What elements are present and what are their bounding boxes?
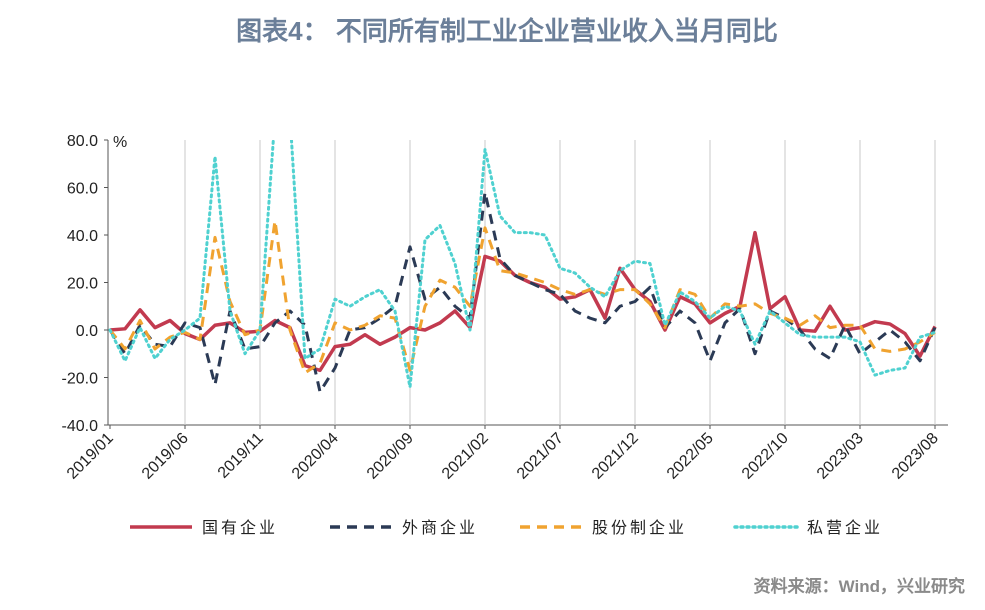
series-line: [109, 230, 937, 373]
y-tick-label: 0.0: [76, 323, 98, 340]
legend-label: 国有企业: [202, 519, 278, 537]
plot-lines: [108, 140, 937, 394]
y-tick-label: 80.0: [67, 133, 98, 150]
y-tick-label: 60.0: [67, 181, 98, 198]
x-tick-label: 2020/09: [364, 430, 417, 483]
x-tick-label: 2022/10: [739, 430, 792, 483]
x-tick-label: 2021/12: [589, 430, 642, 483]
series-line: [108, 219, 936, 375]
y-tick-label: -40.0: [62, 418, 99, 435]
chart-title: 图表4： 不同所有制工业企业营业收入当月同比: [236, 16, 778, 46]
y-tick-label: 40.0: [67, 228, 98, 245]
x-tick-label: 2021/02: [439, 430, 492, 483]
x-tick-label: 2021/07: [514, 430, 567, 483]
legend-label: 外商企业: [402, 519, 478, 537]
series-line: [108, 140, 937, 389]
x-tick-label: 2019/11: [215, 430, 267, 482]
x-tick-label: 2020/04: [289, 430, 342, 483]
x-tick-label: 2022/05: [664, 430, 717, 483]
x-tick-label: 2023/03: [814, 430, 867, 483]
y-tick-label: -20.0: [62, 371, 99, 388]
y-unit: %: [113, 134, 127, 151]
y-tick-label: 20.0: [67, 276, 98, 293]
x-tick-label: 2019/06: [139, 430, 192, 483]
legend-label: 私营企业: [807, 519, 883, 537]
x-tick-label: 2023/08: [889, 430, 942, 483]
legend-label: 股份制企业: [592, 519, 687, 537]
source: 资料来源：Wind，兴业研究: [754, 576, 965, 596]
series-line: [108, 190, 937, 394]
x-tick-label: 2019/01: [64, 430, 117, 483]
